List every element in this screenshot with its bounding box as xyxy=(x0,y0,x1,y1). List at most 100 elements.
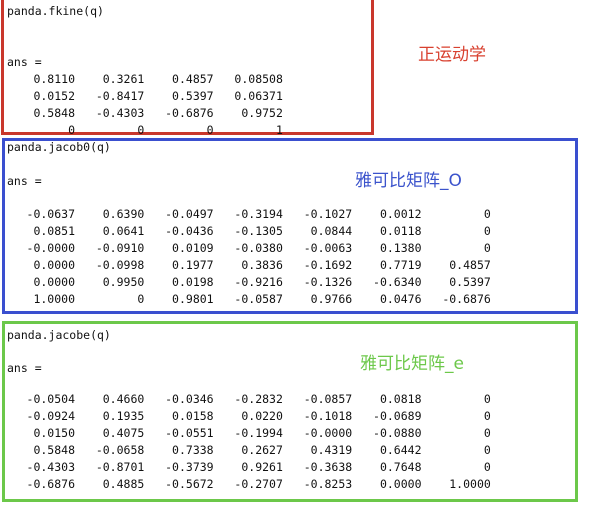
matrix-cell: -0.0380 xyxy=(234,241,283,255)
matrix-cell: -0.1018 xyxy=(303,409,353,423)
matrix-cell: 0.0220 xyxy=(241,409,283,423)
jacobe-highlight-box xyxy=(2,321,578,502)
matrix-cell: 0.9950 xyxy=(102,275,145,289)
matrix-cell: -0.1692 xyxy=(303,258,353,272)
matrix-cell: -0.6340 xyxy=(373,275,422,289)
matrix-cell: -0.0857 xyxy=(303,392,353,406)
matrix-cell: 0 xyxy=(483,409,491,423)
matrix-cell: -0.1305 xyxy=(234,224,283,238)
matrix-cell: -0.0000 xyxy=(26,241,75,255)
matrix-cell: 0.9752 xyxy=(241,106,283,120)
matrix-cell: 0.7719 xyxy=(379,258,422,272)
matrix-cell: 0.4319 xyxy=(310,443,353,457)
matrix-cell: 0 xyxy=(483,460,491,474)
matrix-cell: 0.5848 xyxy=(33,106,75,120)
matrix-cell: -0.0998 xyxy=(95,258,145,272)
matrix-cell: -0.6876 xyxy=(26,477,75,491)
matrix-cell: 0.9261 xyxy=(241,460,283,474)
matrix-cell: 0.7648 xyxy=(379,460,422,474)
fkine-highlight-box xyxy=(1,0,374,135)
matrix-cell: 0.4857 xyxy=(449,258,491,272)
jacob0-highlight-box xyxy=(2,138,578,314)
matrix-cell: 0 xyxy=(137,292,145,306)
matrix-cell: 0.0150 xyxy=(33,426,75,440)
matrix-cell: 0.9766 xyxy=(310,292,353,306)
matrix-cell: -0.8417 xyxy=(95,89,145,103)
matrix-cell: 0.0198 xyxy=(172,275,214,289)
matrix-cell: -0.0658 xyxy=(95,443,145,457)
matrix-cell: 0.0000 xyxy=(379,477,422,491)
matrix-cell: -0.1994 xyxy=(234,426,283,440)
matrix-cell: 0.0000 xyxy=(33,275,75,289)
matrix-cell: 0.4857 xyxy=(172,72,214,86)
matrix-cell: 0 xyxy=(483,392,491,406)
matrix-cell: -0.0346 xyxy=(165,392,214,406)
matrix-cell: 0.6442 xyxy=(379,443,422,457)
matrix-cell: 0.0851 xyxy=(33,224,75,238)
matrix-cell: 0.4885 xyxy=(102,477,145,491)
matrix-cell: -0.0436 xyxy=(165,224,214,238)
matrix-cell: -0.6876 xyxy=(165,106,214,120)
matrix-cell: 0.7338 xyxy=(172,443,214,457)
matrix-cell: 0 xyxy=(68,123,75,137)
matrix-cell: 0.0641 xyxy=(102,224,145,238)
fkine-command: panda.fkine(q) xyxy=(7,4,104,18)
matrix-cell: 0.0844 xyxy=(310,224,353,238)
matrix-cell: 0.8110 xyxy=(33,72,75,86)
matrix-cell: 0.9801 xyxy=(172,292,214,306)
jacobe-ans-label: ans = xyxy=(7,361,42,375)
matrix-cell: 1.0000 xyxy=(449,477,491,491)
matrix-cell: 0 xyxy=(483,241,491,255)
matrix-cell: 0 xyxy=(206,123,214,137)
matrix-cell: 0 xyxy=(137,123,145,137)
jacob0-annotation: 雅可比矩阵_O xyxy=(355,171,462,191)
matrix-cell: -0.4303 xyxy=(95,106,145,120)
matrix-cell: 1 xyxy=(275,123,283,137)
matrix-cell: 0.4660 xyxy=(102,392,145,406)
matrix-cell: 0.3261 xyxy=(102,72,145,86)
matrix-cell: -0.0063 xyxy=(303,241,353,255)
matrix-cell: 0.0109 xyxy=(172,241,214,255)
matrix-cell: -0.2832 xyxy=(234,392,283,406)
matrix-cell: 0.5397 xyxy=(172,89,214,103)
matrix-cell: -0.3638 xyxy=(303,460,353,474)
matrix-cell: 0.0012 xyxy=(379,207,422,221)
matrix-cell: 0.0476 xyxy=(379,292,422,306)
jacobe-annotation: 雅可比矩阵_e xyxy=(360,354,464,374)
matrix-cell: 0.0152 xyxy=(33,89,75,103)
matrix-cell: 0.5848 xyxy=(33,443,75,457)
jacob0-ans-label: ans = xyxy=(7,174,42,188)
matrix-cell: -0.0689 xyxy=(373,409,422,423)
matrix-cell: 0.0158 xyxy=(172,409,214,423)
matrix-cell: -0.1326 xyxy=(303,275,353,289)
matrix-cell: 0.08508 xyxy=(234,72,283,86)
matrix-cell: 0 xyxy=(483,426,491,440)
matrix-cell: 0.0118 xyxy=(379,224,422,238)
matrix-cell: 0.5397 xyxy=(449,275,491,289)
matrix-cell: -0.8253 xyxy=(303,477,353,491)
matrix-cell: 0.0000 xyxy=(33,258,75,272)
matrix-cell: 0.1977 xyxy=(172,258,214,272)
matrix-cell: 0.06371 xyxy=(234,89,283,103)
fkine-ans-label: ans = xyxy=(7,55,42,69)
matrix-cell: 0.4075 xyxy=(102,426,145,440)
matrix-cell: -0.0497 xyxy=(165,207,214,221)
matrix-cell: -0.2707 xyxy=(234,477,283,491)
matrix-cell: -0.0551 xyxy=(165,426,214,440)
matrix-cell: -0.3194 xyxy=(234,207,283,221)
matrix-cell: 0.3836 xyxy=(241,258,283,272)
fkine-annotation: 正运动学 xyxy=(418,45,486,65)
jacobe-command: panda.jacobe(q) xyxy=(7,328,111,342)
matrix-cell: -0.4303 xyxy=(26,460,75,474)
matrix-cell: -0.0910 xyxy=(95,241,145,255)
matrix-cell: 0.0818 xyxy=(379,392,422,406)
matrix-cell: -0.0880 xyxy=(373,426,422,440)
matrix-cell: -0.0000 xyxy=(303,426,353,440)
matrix-cell: -0.6876 xyxy=(442,292,491,306)
matrix-cell: 0.1380 xyxy=(379,241,422,255)
matrix-cell: -0.5672 xyxy=(165,477,214,491)
matrix-cell: 0 xyxy=(483,207,491,221)
matrix-cell: 0 xyxy=(483,224,491,238)
matrix-cell: -0.0587 xyxy=(234,292,283,306)
matrix-cell: -0.8701 xyxy=(95,460,145,474)
